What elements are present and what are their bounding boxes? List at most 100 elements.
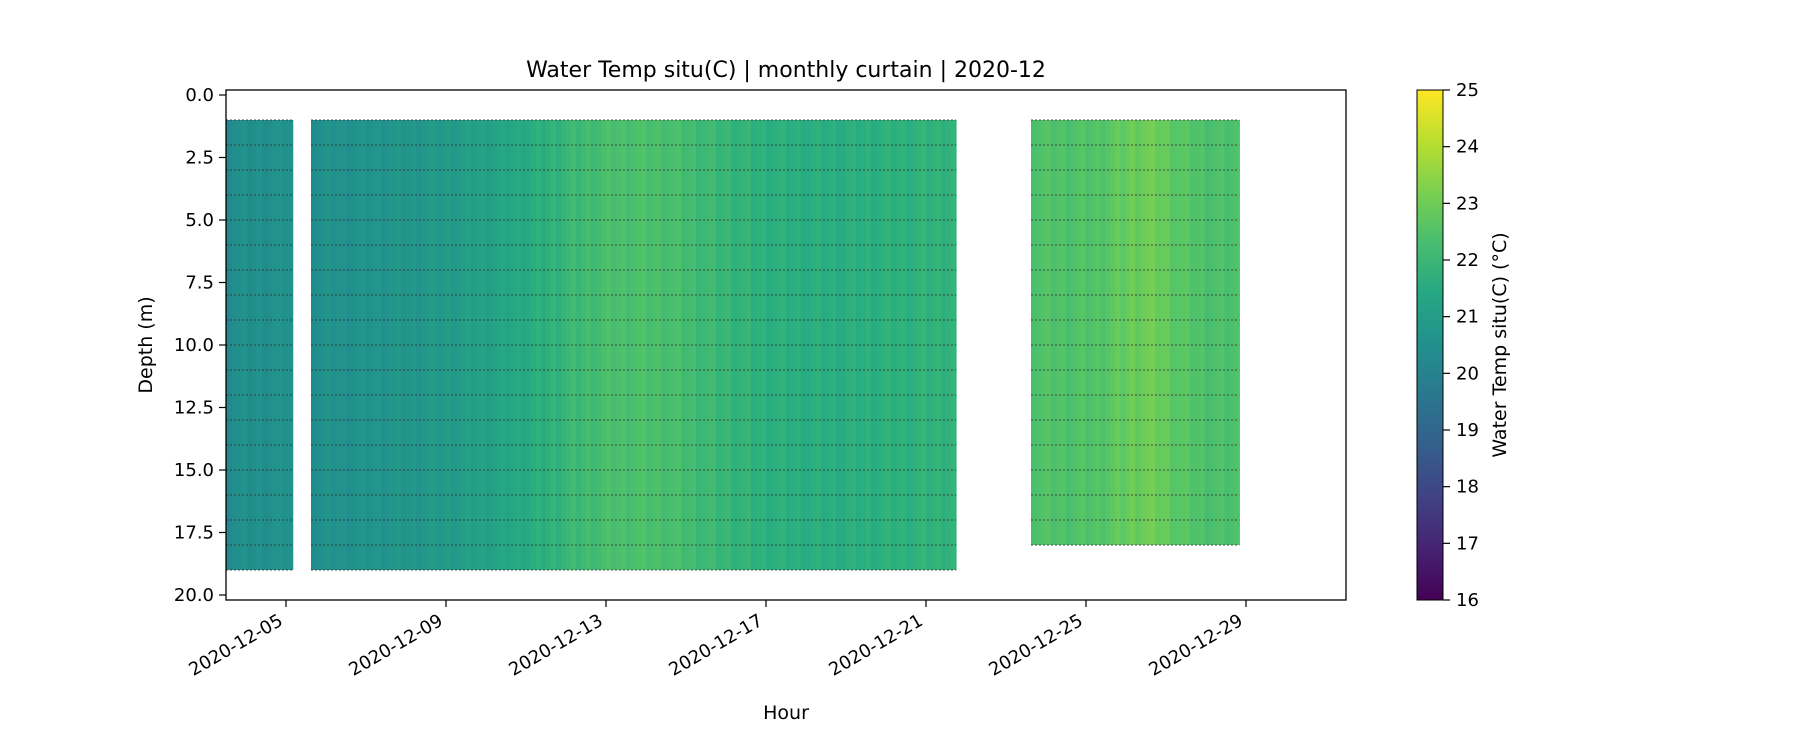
curtain-cell <box>591 120 597 570</box>
y-tick-label: 17.5 <box>174 523 214 544</box>
y-tick-label: 5.0 <box>185 210 214 231</box>
y-tick-label: 0.0 <box>185 85 214 106</box>
curtain-cell <box>831 120 837 570</box>
colorbar-axis: 16 17 18 19 20 21 22 23 24 25 <box>1443 80 1479 611</box>
y-tick-label: 7.5 <box>185 273 214 294</box>
curtain-cell <box>1085 120 1092 545</box>
curtain-cell <box>671 120 677 570</box>
x-tick-label: 2020-12-25 <box>985 610 1086 680</box>
curtain-segment-3 <box>1031 119 1240 546</box>
curtain-cell <box>376 120 382 570</box>
curtain-cell <box>1199 120 1206 545</box>
curtain-cell <box>431 120 437 570</box>
colorbar-tick-label: 17 <box>1456 533 1479 554</box>
curtain-cell <box>267 120 273 570</box>
curtain-cell <box>1209 120 1216 545</box>
curtain-cell <box>811 120 817 570</box>
curtain-cell <box>876 120 882 570</box>
colorbar-tick-label: 18 <box>1456 477 1479 498</box>
curtain-cell <box>456 120 462 570</box>
curtain-cell <box>896 120 902 570</box>
curtain-cell <box>731 120 737 570</box>
x-tick-label: 2020-12-29 <box>1145 610 1246 680</box>
curtain-cell <box>1075 120 1082 545</box>
curtain-cell <box>556 120 562 570</box>
curtain-cell <box>416 120 422 570</box>
curtain-cell <box>1035 120 1042 545</box>
chart-title: Water Temp situ(C) | monthly curtain | 2… <box>526 58 1046 83</box>
curtain-cell <box>1140 120 1146 545</box>
curtain-cell <box>1194 120 1201 545</box>
curtain-cell <box>531 120 537 570</box>
curtain-cell <box>1055 120 1062 545</box>
curtain-cell <box>511 120 517 570</box>
curtain-cell <box>1050 120 1057 545</box>
curtain-cell <box>1125 120 1131 545</box>
colorbar <box>1416 89 1444 601</box>
curtain-cell <box>916 120 922 570</box>
curtain-cell <box>1179 120 1186 545</box>
curtain-cell <box>1204 120 1211 545</box>
curtain-cell <box>391 120 397 570</box>
curtain-cell <box>656 120 662 570</box>
curtain-cell <box>651 120 657 570</box>
y-tick-label: 20.0 <box>174 585 214 606</box>
curtain-cell <box>636 120 642 570</box>
curtain-cell <box>676 120 682 570</box>
curtain-cell <box>1100 120 1106 545</box>
y-tick-label: 12.5 <box>174 398 214 419</box>
curtain-cell <box>1219 120 1226 545</box>
colorbar-tick-label: 19 <box>1456 420 1479 441</box>
curtain-cell <box>736 120 742 570</box>
curtain-cell <box>1090 120 1097 545</box>
curtain-cell <box>1150 120 1156 545</box>
colorbar-tick-label: 25 <box>1456 80 1479 101</box>
curtain-cell <box>1189 120 1196 545</box>
curtain-cell <box>931 120 937 570</box>
x-axis-label: Hour <box>763 702 809 724</box>
curtain-cell <box>282 120 289 570</box>
curtain-cell <box>776 120 782 570</box>
curtain-cell <box>836 120 842 570</box>
curtain-cell <box>1105 120 1111 545</box>
curtain-segment-2 <box>311 119 957 571</box>
curtain-cell <box>1130 120 1136 545</box>
colorbar-tick-label: 22 <box>1456 250 1479 271</box>
curtain-cell <box>551 120 557 570</box>
curtain-cell <box>1159 120 1166 545</box>
curtain-cell <box>1070 120 1077 545</box>
curtain-cell <box>336 120 342 570</box>
curtain-cell <box>1115 120 1121 545</box>
colorbar-label: Water Temp situ(C) (°C) <box>1489 232 1511 457</box>
curtain-cell <box>1095 120 1102 545</box>
x-tick-label: 2020-12-17 <box>665 610 766 680</box>
curtain-cell <box>1080 120 1087 545</box>
x-axis: 2020-12-05 2020-12-09 2020-12-13 2020-12-17… <box>185 600 1247 681</box>
plot-area <box>226 119 1240 571</box>
curtain-cell <box>411 120 417 570</box>
x-tick-label: 2020-12-21 <box>825 610 926 680</box>
curtain-cell <box>716 120 722 570</box>
curtain-cell <box>691 120 697 570</box>
curtain-cell <box>816 120 822 570</box>
curtain-cell <box>246 120 253 570</box>
colorbar-tick-label: 16 <box>1456 590 1479 611</box>
curtain-cell <box>316 120 322 570</box>
curtain-cell <box>1174 120 1181 545</box>
curtain-cell <box>616 120 622 570</box>
curtain-cell <box>911 120 917 570</box>
curtain-cell <box>751 120 757 570</box>
curtain-cell <box>476 120 482 570</box>
curtain-cell <box>331 120 337 570</box>
curtain-cell <box>1184 120 1191 545</box>
curtain-cell <box>696 120 702 570</box>
x-tick-label: 2020-12-09 <box>345 610 446 680</box>
curtain-cell <box>371 120 377 570</box>
curtain-cell <box>936 120 942 570</box>
curtain-cell <box>1060 120 1067 545</box>
curtain-segment-1 <box>226 119 294 571</box>
curtain-cell <box>1224 120 1230 545</box>
curtain-cell <box>1229 120 1235 545</box>
curtain-cell <box>771 120 777 570</box>
